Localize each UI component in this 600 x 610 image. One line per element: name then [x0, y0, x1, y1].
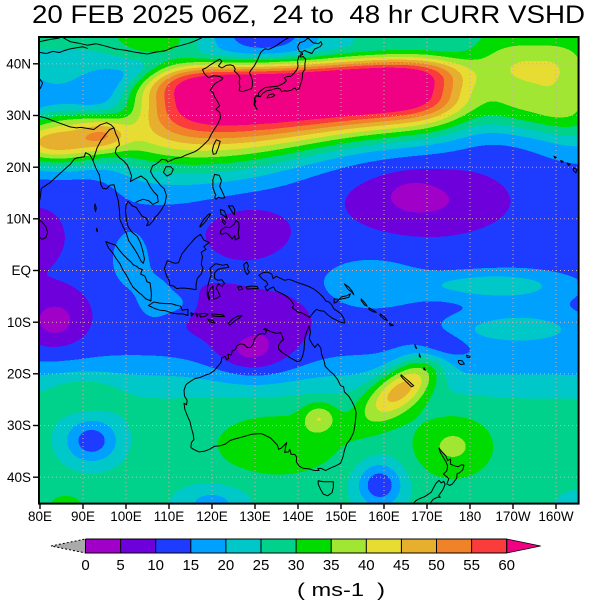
svg-text:110E: 110E	[154, 509, 185, 524]
svg-text:170W: 170W	[495, 509, 531, 524]
svg-text:150E: 150E	[325, 509, 357, 524]
svg-text:EQ: EQ	[11, 263, 31, 278]
svg-text:5: 5	[116, 557, 124, 574]
svg-text:160E: 160E	[368, 509, 400, 524]
svg-text:10S: 10S	[7, 315, 31, 330]
svg-text:35: 35	[323, 557, 340, 574]
svg-text:30S: 30S	[7, 418, 31, 433]
svg-text:55: 55	[463, 557, 480, 574]
svg-text:60: 60	[498, 557, 515, 574]
svg-text:10: 10	[147, 557, 164, 574]
svg-text:( ms-1 ): ( ms-1 )	[297, 580, 385, 600]
svg-text:80E: 80E	[28, 509, 52, 524]
svg-text:40N: 40N	[6, 57, 31, 72]
svg-text:20S: 20S	[7, 367, 31, 382]
svg-text:140E: 140E	[282, 509, 314, 524]
svg-text:160W: 160W	[538, 509, 574, 524]
svg-text:130E: 130E	[239, 509, 271, 524]
svg-text:100E: 100E	[110, 509, 142, 524]
svg-text:45: 45	[393, 557, 410, 574]
svg-text:10N: 10N	[6, 212, 31, 227]
svg-text:30: 30	[288, 557, 305, 574]
svg-text:170E: 170E	[411, 509, 443, 524]
svg-text:0: 0	[81, 557, 89, 574]
svg-text:20: 20	[218, 557, 235, 574]
svg-text:15: 15	[182, 557, 199, 574]
svg-text:20N: 20N	[6, 160, 31, 175]
svg-text:25: 25	[253, 557, 270, 574]
svg-text:50: 50	[428, 557, 445, 574]
svg-text:40S: 40S	[7, 470, 31, 485]
svg-text:90E: 90E	[71, 509, 95, 524]
svg-text:30N: 30N	[6, 108, 31, 123]
svg-text:120E: 120E	[196, 509, 228, 524]
svg-text:20 FEB 2025 06Z, 24 to 48 hr: 20 FEB 2025 06Z, 24 to 48 hr CURR VSHD	[32, 1, 585, 29]
svg-text:180: 180	[459, 509, 482, 524]
svg-text:40: 40	[358, 557, 375, 574]
